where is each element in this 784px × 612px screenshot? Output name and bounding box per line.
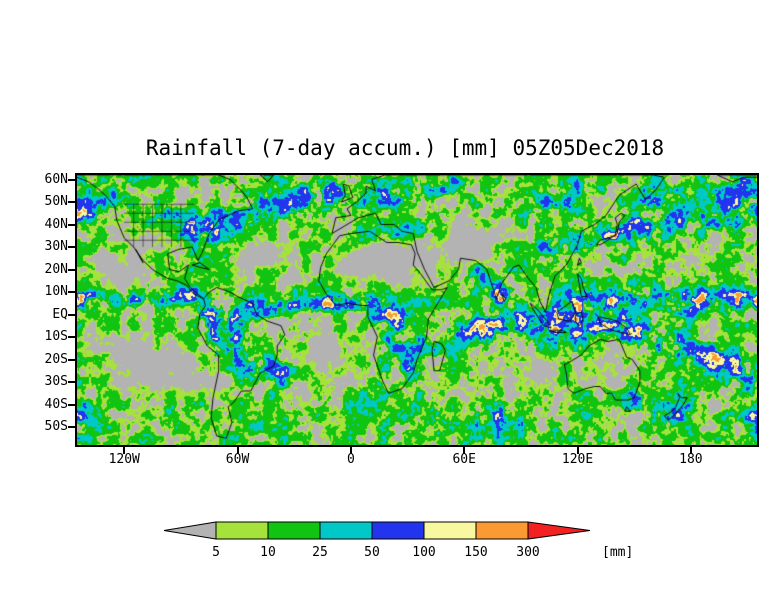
y-tick-mark [68,178,75,181]
legend-bin [371,521,425,540]
y-tick-mark [68,291,75,293]
legend-bin [215,521,269,540]
y-tick-label: 20S [44,351,68,367]
x-tick-mark [576,447,579,454]
y-tick-mark [68,223,75,226]
chart-title: Rainfall (7-day accum.) [mm] 05Z05Dec201… [145,136,665,160]
y-tick-label: 10S [44,329,68,344]
y-tick-mark [68,403,75,406]
x-tick-label: 180 [679,452,703,467]
legend-above-arrow [527,521,591,540]
x-tick-mark [463,447,466,454]
y-tick-label: 20N [44,261,68,277]
legend-bin [475,521,529,540]
y-tick-label: 50S [44,419,68,434]
legend-tick-label: 25 [312,545,328,560]
legend-bin [319,521,373,540]
legend-tick-label: 10 [260,545,276,560]
y-tick-mark [68,336,75,338]
x-tick-label: 60E [452,452,476,467]
legend-tick-label: 150 [464,545,487,560]
x-tick-label: 120E [561,452,594,467]
y-tick-mark [68,268,75,271]
y-tick-label: 30N [44,239,68,254]
y-tick-label: 40S [44,396,68,412]
map-area [75,173,759,447]
legend-bin [423,521,477,540]
legend-bin [267,521,321,540]
y-tick-label: 40N [44,216,68,232]
rainfall-map-canvas [77,175,757,445]
x-tick-label: 120W [108,452,140,467]
legend-tick-label: 100 [412,545,435,560]
x-tick-mark [123,447,126,454]
y-tick-label: EQ [52,306,68,322]
x-tick-label: 60W [225,452,250,467]
x-tick-label: 0 [346,452,355,467]
y-tick-mark [68,246,75,248]
x-tick-mark [349,447,352,454]
y-tick-mark [68,381,75,383]
legend-tick-label: 300 [516,545,539,560]
y-tick-label: 10N [44,284,68,299]
y-tick-label: 60N [44,171,68,187]
legend-tick-label: 5 [212,545,220,560]
y-tick-mark [68,313,75,316]
legend-tick-label: 50 [364,545,380,560]
y-tick-label: 50N [44,194,68,209]
y-tick-mark [68,426,75,428]
y-tick-mark [68,358,75,361]
y-tick-mark [68,201,75,203]
x-tick-mark [689,447,692,454]
x-tick-mark [236,447,239,454]
legend-below-arrow [163,521,217,540]
y-tick-label: 30S [44,374,68,389]
legend-unit-label: [mm] [602,545,633,560]
color-legend: 5 10 25 50 100 150 300 [mm] [163,521,633,560]
